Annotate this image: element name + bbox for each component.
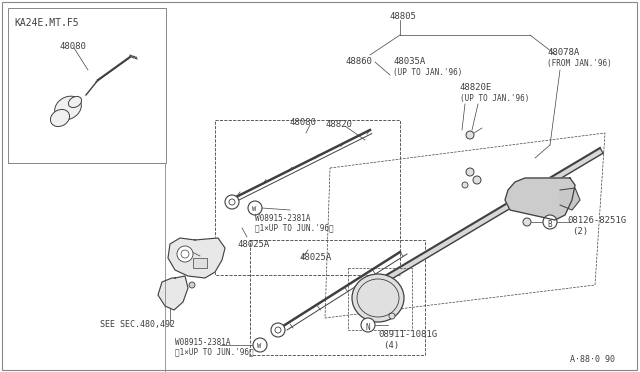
Text: (4): (4) (383, 341, 399, 350)
Ellipse shape (68, 96, 81, 108)
Circle shape (253, 338, 267, 352)
Text: 48080: 48080 (290, 118, 317, 127)
Polygon shape (560, 188, 580, 210)
Text: 48820: 48820 (325, 120, 352, 129)
Circle shape (229, 199, 235, 205)
Text: 48805: 48805 (390, 12, 417, 21)
Circle shape (389, 313, 395, 319)
Text: 1×UP TO JUN.'96〉: 1×UP TO JUN.'96〉 (175, 347, 253, 356)
Text: B: B (547, 220, 552, 229)
Circle shape (466, 131, 474, 139)
Text: 48080: 48080 (60, 42, 87, 51)
Polygon shape (168, 238, 225, 278)
Ellipse shape (51, 109, 70, 126)
Polygon shape (158, 276, 188, 310)
Text: 48025A: 48025A (238, 240, 270, 249)
Ellipse shape (352, 274, 404, 322)
Text: (FROM JAN.'96): (FROM JAN.'96) (547, 59, 612, 68)
Circle shape (275, 327, 281, 333)
Text: W08915-2381A: W08915-2381A (175, 338, 230, 347)
Text: 08911-1081G: 08911-1081G (378, 330, 437, 339)
Circle shape (225, 195, 239, 209)
Polygon shape (358, 148, 603, 297)
Text: 48025A: 48025A (300, 253, 332, 262)
Text: N: N (365, 323, 370, 332)
FancyBboxPatch shape (193, 258, 207, 268)
Text: W: W (257, 343, 261, 349)
Text: 08126-8251G: 08126-8251G (567, 216, 626, 225)
Circle shape (181, 250, 189, 258)
Circle shape (462, 182, 468, 188)
Text: (UP TO JAN.'96): (UP TO JAN.'96) (393, 68, 462, 77)
Text: (UP TO JAN.'96): (UP TO JAN.'96) (460, 94, 529, 103)
Ellipse shape (54, 96, 81, 120)
Circle shape (473, 176, 481, 184)
Text: 48860: 48860 (345, 57, 372, 66)
Circle shape (523, 218, 531, 226)
Circle shape (189, 282, 195, 288)
Circle shape (466, 168, 474, 176)
Text: KA24E.MT.F5: KA24E.MT.F5 (14, 18, 79, 28)
Text: A·88·0 90: A·88·0 90 (570, 355, 615, 364)
Text: W08915-2381A: W08915-2381A (255, 214, 310, 223)
Circle shape (271, 323, 285, 337)
Circle shape (543, 215, 557, 229)
Text: 48820E: 48820E (460, 83, 492, 92)
Text: 48035A: 48035A (393, 57, 425, 66)
Text: W: W (252, 206, 256, 212)
Text: 1×UP TO JUN.'96〉: 1×UP TO JUN.'96〉 (255, 223, 333, 232)
Circle shape (177, 246, 193, 262)
Text: 48078A: 48078A (547, 48, 579, 57)
Polygon shape (505, 178, 575, 220)
Circle shape (361, 318, 375, 332)
Text: (2): (2) (572, 227, 588, 236)
Text: SEE SEC.480,492: SEE SEC.480,492 (100, 320, 175, 329)
Circle shape (248, 201, 262, 215)
